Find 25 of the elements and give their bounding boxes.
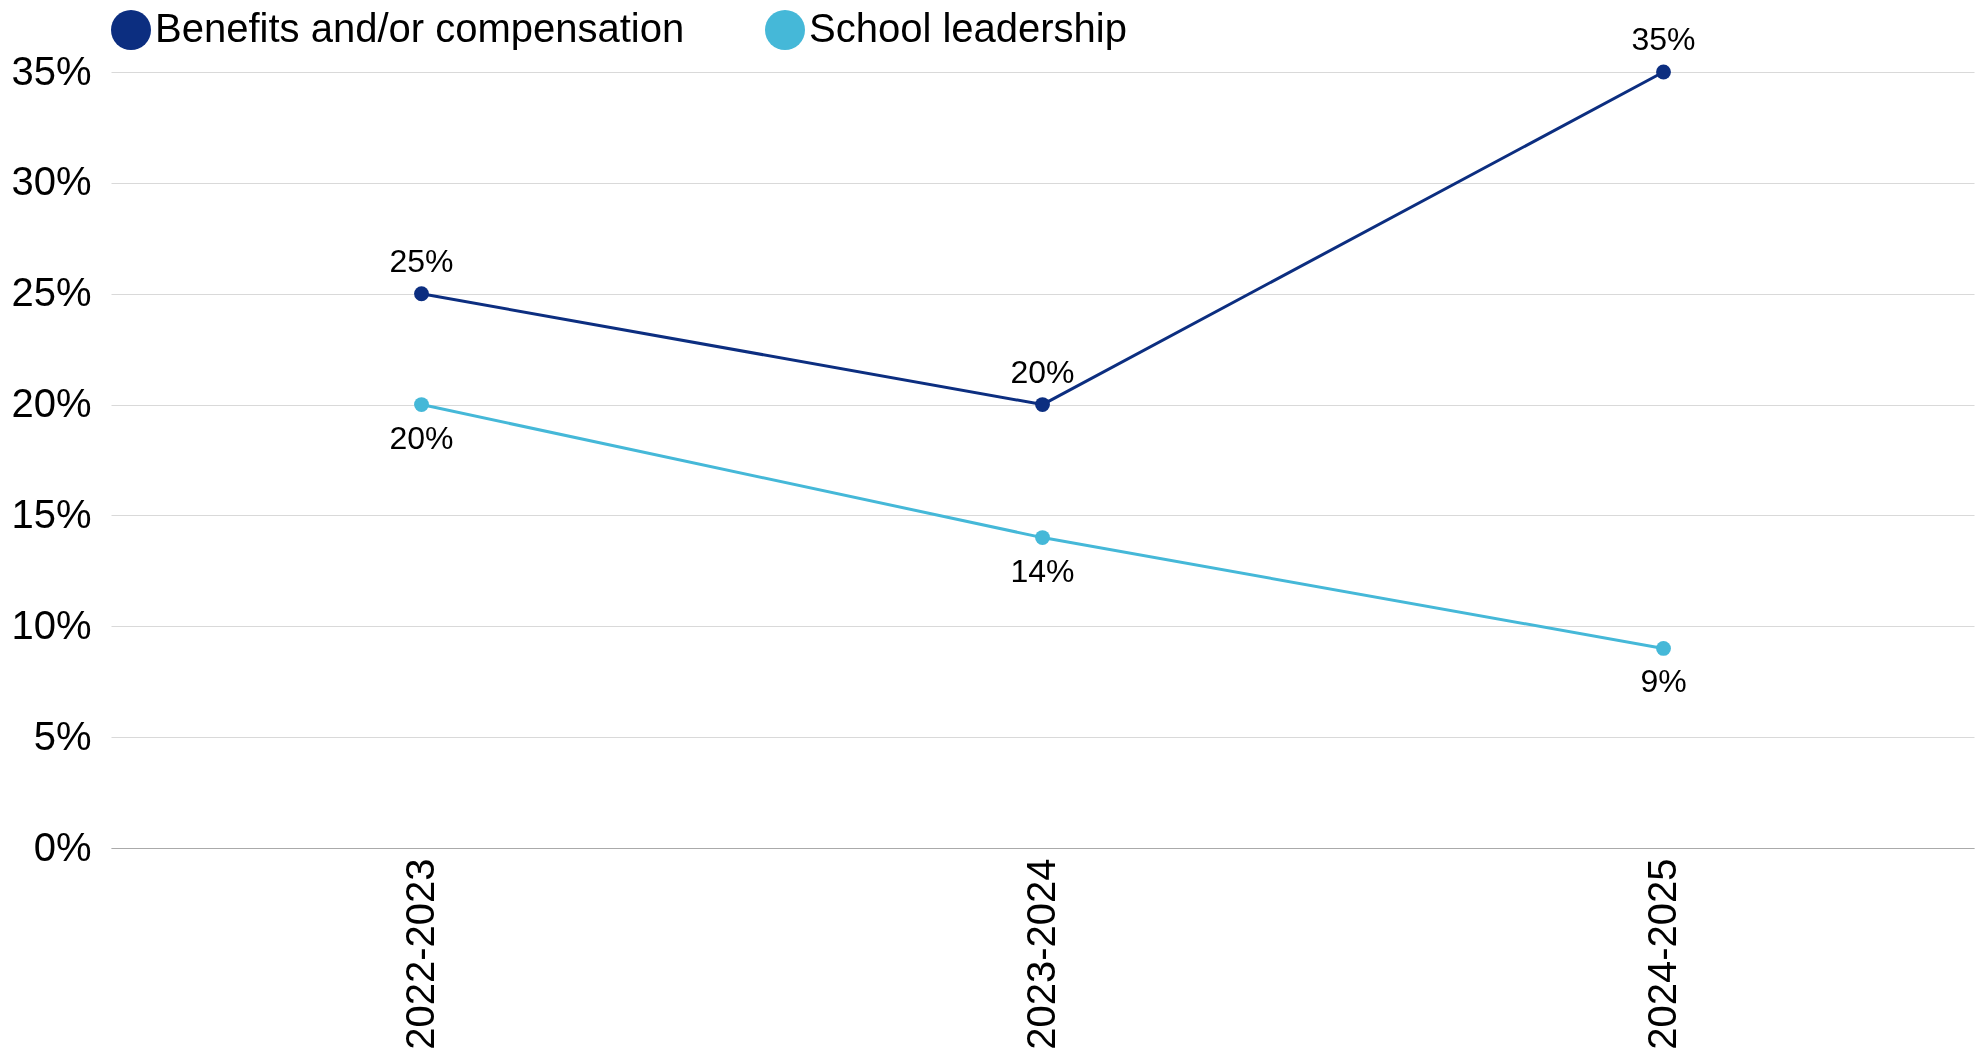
x-tick-label: 2022-2023 xyxy=(398,858,442,1050)
y-tick-label: 35% xyxy=(11,48,92,93)
x-tick-label: 2024-2025 xyxy=(1640,858,1684,1050)
point xyxy=(1656,64,1671,80)
y-tick-label: 20% xyxy=(11,381,92,426)
y-tick-label: 10% xyxy=(11,602,92,647)
y-tick-label: 25% xyxy=(11,270,92,315)
data-label: 20% xyxy=(389,419,454,456)
data-label: 9% xyxy=(1640,663,1687,700)
data-label: 35% xyxy=(1631,21,1696,57)
point xyxy=(414,397,429,412)
legend-label: School leadership xyxy=(809,6,1127,50)
data-label: 25% xyxy=(389,242,454,279)
legend-label: Benefits and/or compensation xyxy=(155,6,685,50)
y-tick-label: 15% xyxy=(11,491,92,536)
y-tick-label: 30% xyxy=(11,159,92,204)
point xyxy=(1656,641,1671,656)
y-tick-label: 0% xyxy=(33,824,92,869)
data-label: 14% xyxy=(1010,552,1075,589)
point xyxy=(1035,397,1050,412)
point xyxy=(1035,530,1050,545)
point xyxy=(414,286,429,302)
data-label: 20% xyxy=(1010,353,1075,390)
y-tick-label: 5% xyxy=(33,713,92,758)
x-tick-label: 2023-2024 xyxy=(1019,858,1063,1050)
